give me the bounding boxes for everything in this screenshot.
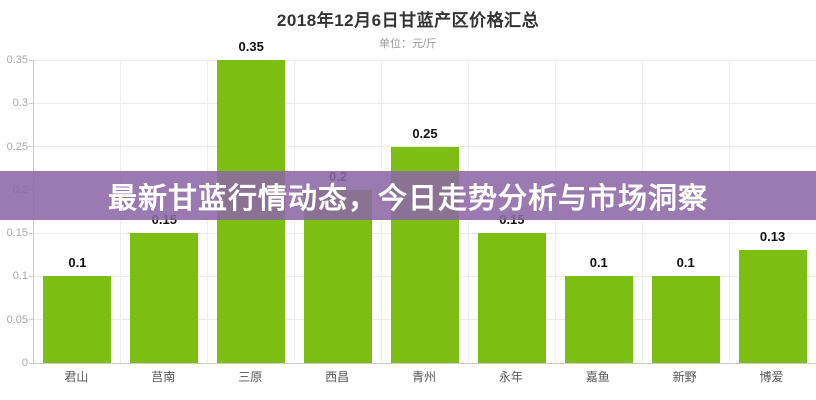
- x-tick-label: 博爱: [759, 370, 784, 384]
- bar: [564, 276, 633, 363]
- chart-unit-label: 单位：元/斤: [378, 38, 438, 50]
- bar: [738, 250, 807, 363]
- headline-text: 最新甘蓝行情动态，今日走势分析与市场洞察: [107, 182, 708, 215]
- y-tick-label: 0.15: [6, 227, 28, 240]
- bar-value-label: 0.35: [238, 39, 264, 54]
- y-axis-tick: [29, 275, 34, 277]
- bar-value-label: 0.1: [589, 255, 608, 271]
- bar: [651, 276, 720, 363]
- bar-value-label: 0.13: [759, 229, 786, 245]
- x-tick-label: 永年: [498, 370, 523, 384]
- y-axis-tick: [29, 59, 34, 61]
- x-tick-label: 西昌: [325, 370, 350, 384]
- x-tick-label: 新野: [672, 370, 697, 384]
- chart-title: 2018年12月6日甘蓝产区价格汇总: [276, 11, 540, 30]
- y-tick-label: 0.25: [6, 140, 28, 153]
- y-tick-label: 0.35: [6, 54, 28, 66]
- chart-header: 2018年12月6日甘蓝产区价格汇总 单位：元/斤: [0, 6, 816, 51]
- x-axis: 君山 莒南 三原 西昌 青州 永年 嘉鱼 新野 博爱: [33, 369, 815, 389]
- gridline-horizontal: [34, 102, 816, 104]
- x-tick-label: 三原: [238, 370, 263, 384]
- y-tick-label: 0: [21, 357, 28, 369]
- bar: [43, 276, 112, 363]
- bar-value-label: 0.1: [68, 255, 87, 271]
- bar: [477, 233, 546, 363]
- y-axis-tick: [29, 362, 34, 364]
- headline-banner-overlay: 最新甘蓝行情动态，今日走势分析与市场洞察: [0, 171, 816, 220]
- y-axis-tick: [29, 319, 34, 321]
- y-tick-label: 0.3: [12, 97, 28, 110]
- x-tick-label: 嘉鱼: [585, 370, 610, 384]
- bar: [130, 233, 199, 363]
- bar-value-label: 0.1: [676, 255, 695, 271]
- x-tick-label: 莒南: [151, 370, 176, 384]
- gridline-horizontal: [34, 146, 816, 148]
- x-tick-label: 君山: [64, 370, 89, 384]
- y-axis-tick: [29, 102, 34, 104]
- gridline-horizontal: [34, 59, 816, 61]
- y-axis-tick: [29, 232, 34, 234]
- y-tick-label: 0.1: [12, 270, 28, 283]
- x-tick-label: 青州: [411, 370, 436, 384]
- y-tick-label: 0.05: [6, 313, 28, 326]
- y-axis-tick: [29, 146, 34, 148]
- bar-value-label: 0.25: [412, 125, 438, 141]
